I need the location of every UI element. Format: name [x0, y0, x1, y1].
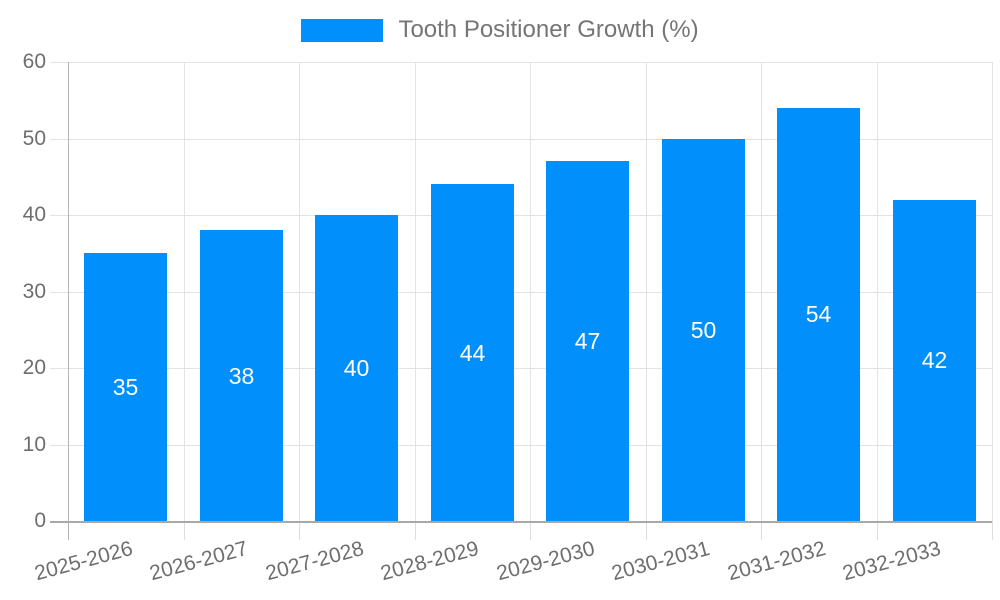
bar-value-label: 38 — [228, 363, 255, 389]
x-tick — [877, 521, 878, 540]
bar-value-label: 54 — [805, 301, 832, 327]
y-axis-label: 0 — [34, 509, 46, 532]
y-axis-label: 40 — [22, 203, 46, 226]
bar[interactable] — [431, 184, 514, 521]
bar[interactable] — [777, 107, 860, 521]
bar[interactable] — [893, 199, 976, 521]
v-gridline — [877, 62, 878, 521]
v-gridline — [184, 62, 185, 521]
v-gridline — [415, 62, 416, 521]
v-gridline — [646, 62, 647, 521]
x-tick — [761, 521, 762, 540]
x-axis-line — [50, 521, 992, 523]
chart-legend[interactable]: Tooth Positioner Growth (%) — [0, 16, 1000, 44]
bar-value-label: 35 — [112, 374, 139, 400]
y-axis-label: 50 — [22, 127, 46, 150]
y-axis-label: 10 — [22, 433, 46, 456]
bar-value-label: 44 — [459, 340, 486, 366]
bar-value-label: 42 — [921, 347, 948, 373]
y-axis-label: 20 — [22, 356, 46, 379]
bar[interactable] — [662, 138, 745, 521]
h-gridline — [50, 139, 992, 140]
v-gridline — [299, 62, 300, 521]
h-gridline — [50, 292, 992, 293]
v-gridline — [530, 62, 531, 521]
bar[interactable] — [315, 215, 398, 521]
legend-label: Tooth Positioner Growth (%) — [398, 16, 699, 43]
h-gridline — [50, 368, 992, 369]
y-axis-label: 60 — [22, 50, 46, 73]
y-axis-label: 30 — [22, 280, 46, 303]
legend-swatch — [301, 18, 384, 42]
bar-value-label: 47 — [574, 328, 601, 354]
x-tick — [646, 521, 647, 540]
bar[interactable] — [546, 161, 629, 521]
x-tick — [530, 521, 531, 540]
h-gridline — [50, 62, 992, 63]
bar-value-label: 50 — [690, 317, 717, 343]
x-tick — [299, 521, 300, 540]
x-tick — [415, 521, 416, 540]
y-axis-line — [68, 62, 69, 540]
x-tick — [992, 521, 993, 540]
bar[interactable] — [84, 253, 167, 522]
x-tick — [184, 521, 185, 540]
bar-value-label: 40 — [343, 355, 370, 381]
bar[interactable] — [200, 230, 283, 521]
v-gridline — [992, 62, 993, 521]
h-gridline — [50, 445, 992, 446]
v-gridline — [761, 62, 762, 521]
h-gridline — [50, 215, 992, 216]
